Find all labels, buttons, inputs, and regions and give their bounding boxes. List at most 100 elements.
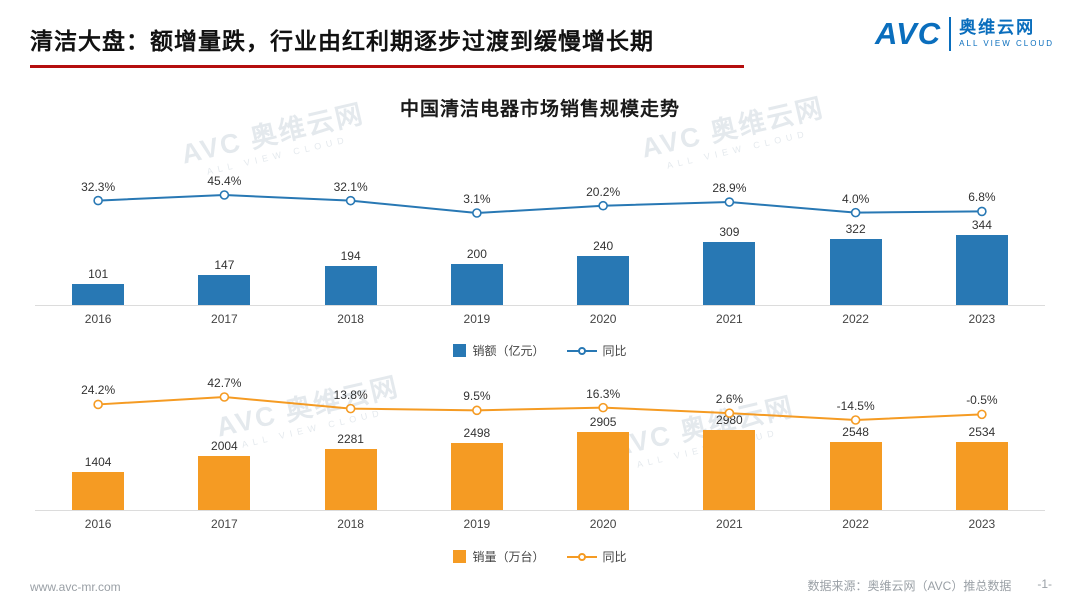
page-number: -1- — [1037, 577, 1052, 591]
legend-item-bar: 销量（万台） — [453, 548, 545, 565]
legend-item-line: 同比 — [566, 548, 627, 565]
bar-value-label: 2548 — [842, 424, 869, 439]
line-point — [93, 399, 103, 410]
year-label: 2022 — [842, 312, 869, 326]
yoy-pct-label: 9.5% — [463, 389, 491, 404]
data-source-text: 数据来源：奥维云网（AVC）推总数据 — [807, 579, 1012, 593]
line-point — [598, 200, 608, 211]
line-point — [850, 415, 861, 425]
line-point — [977, 409, 987, 420]
line-point — [472, 208, 482, 218]
bar — [955, 235, 1008, 305]
yoy-pct-label: 32.1% — [333, 179, 368, 194]
year-label: 2017 — [211, 517, 238, 531]
bar-value-label: 147 — [214, 258, 235, 273]
avc-logo: AVC 奥维云网 ALL VIEW CLOUD — [875, 16, 1054, 52]
line-point — [219, 392, 230, 402]
year-label: 2018 — [337, 312, 364, 326]
line-point — [724, 197, 735, 207]
legend-label: 销量（万台） — [472, 550, 545, 564]
legend-bar-swatch-icon — [453, 344, 467, 357]
bar — [72, 284, 125, 305]
bar-value-label: 2281 — [337, 431, 364, 446]
legend-item-bar: 销额（亿元） — [453, 342, 545, 359]
yoy-pct-label: 42.7% — [207, 376, 242, 390]
sales-value-legend: 销额（亿元） 同比 — [0, 342, 1080, 359]
axis-baseline — [35, 510, 1045, 511]
bar-value-label: 2905 — [589, 415, 617, 429]
avc-logo-text: AVC — [875, 16, 942, 51]
bar — [450, 264, 503, 305]
bar-value-label: 322 — [845, 222, 866, 237]
bar — [703, 430, 756, 510]
bar — [324, 265, 377, 305]
year-label: 2017 — [211, 312, 238, 326]
year-label: 2022 — [842, 517, 869, 531]
bar-value-label: 2534 — [968, 424, 996, 439]
line-point — [977, 206, 987, 217]
bar — [829, 441, 882, 510]
legend-bar-swatch-icon — [453, 550, 467, 563]
year-label: 2020 — [589, 312, 617, 326]
line-point — [724, 408, 735, 418]
bar-value-label: 309 — [719, 225, 740, 240]
sales-value-chart: 101 2016 147 2017 194 2018 200 2019 240 2020 309 20… — [35, 140, 1045, 335]
bar — [577, 256, 630, 305]
line-point — [345, 403, 356, 414]
yoy-pct-label: 28.9% — [712, 181, 747, 196]
yoy-pct-label: 20.2% — [586, 184, 621, 199]
legend-item-line: 同比 — [566, 342, 627, 359]
line-point — [93, 195, 103, 206]
page-title: 清洁大盘：额增量跌，行业由红利期逐步过渡到缓慢增长期 — [30, 22, 744, 68]
yoy-pct-label: 3.1% — [463, 192, 491, 206]
bar-value-label: 1404 — [84, 455, 112, 470]
line-point — [850, 207, 861, 218]
bar — [198, 456, 251, 510]
bar — [324, 448, 377, 510]
legend-line-swatch-icon — [566, 551, 597, 562]
bar-value-label: 194 — [340, 248, 361, 263]
yoy-pct-label: 13.8% — [333, 387, 368, 402]
line-point — [219, 190, 230, 200]
bar — [198, 275, 251, 305]
bar — [703, 242, 756, 305]
bar-value-label: 2498 — [463, 425, 491, 440]
legend-label: 同比 — [602, 550, 627, 564]
logo-divider — [949, 17, 952, 51]
year-label: 2019 — [463, 517, 491, 531]
year-label: 2016 — [84, 312, 112, 326]
bar — [577, 432, 630, 510]
yoy-pct-label: 6.8% — [968, 190, 996, 205]
website-url: www.avc-mr.com — [30, 580, 121, 594]
yoy-pct-label: 2.6% — [715, 392, 744, 407]
bar — [72, 472, 125, 510]
year-label: 2021 — [716, 517, 743, 531]
bar-value-label: 2004 — [211, 439, 238, 454]
yoy-pct-label: 24.2% — [81, 383, 116, 398]
year-label: 2016 — [84, 517, 112, 531]
yoy-pct-label: -0.5% — [966, 393, 998, 408]
yoy-pct-label: -14.5% — [836, 399, 875, 413]
logo-tagline: ALL VIEW CLOUD — [959, 38, 1054, 48]
legend-label: 销额（亿元） — [472, 344, 545, 358]
sales-volume-legend: 销量（万台） 同比 — [0, 548, 1080, 565]
chart-title: 中国清洁电器市场销售规模走势 — [399, 99, 680, 120]
bar-value-label: 101 — [88, 267, 109, 282]
trend-line — [93, 190, 987, 218]
bar — [829, 239, 882, 305]
logo-company-name: 奥维云网 — [959, 18, 1036, 38]
line-point — [472, 405, 482, 416]
yoy-pct-label: 45.4% — [207, 174, 242, 188]
year-label: 2023 — [968, 517, 996, 531]
yoy-pct-label: 16.3% — [586, 386, 621, 401]
bar-value-label: 344 — [971, 218, 992, 232]
axis-baseline — [35, 305, 1045, 306]
line-point — [345, 195, 356, 206]
logo-name-block: 奥维云网 ALL VIEW CLOUD — [959, 19, 1054, 48]
legend-label: 同比 — [602, 344, 627, 358]
footer-right: 数据来源：奥维云网（AVC）推总数据 -1- — [808, 577, 1052, 594]
year-label: 2023 — [968, 312, 996, 326]
year-label: 2021 — [716, 312, 743, 326]
bar — [450, 442, 503, 510]
